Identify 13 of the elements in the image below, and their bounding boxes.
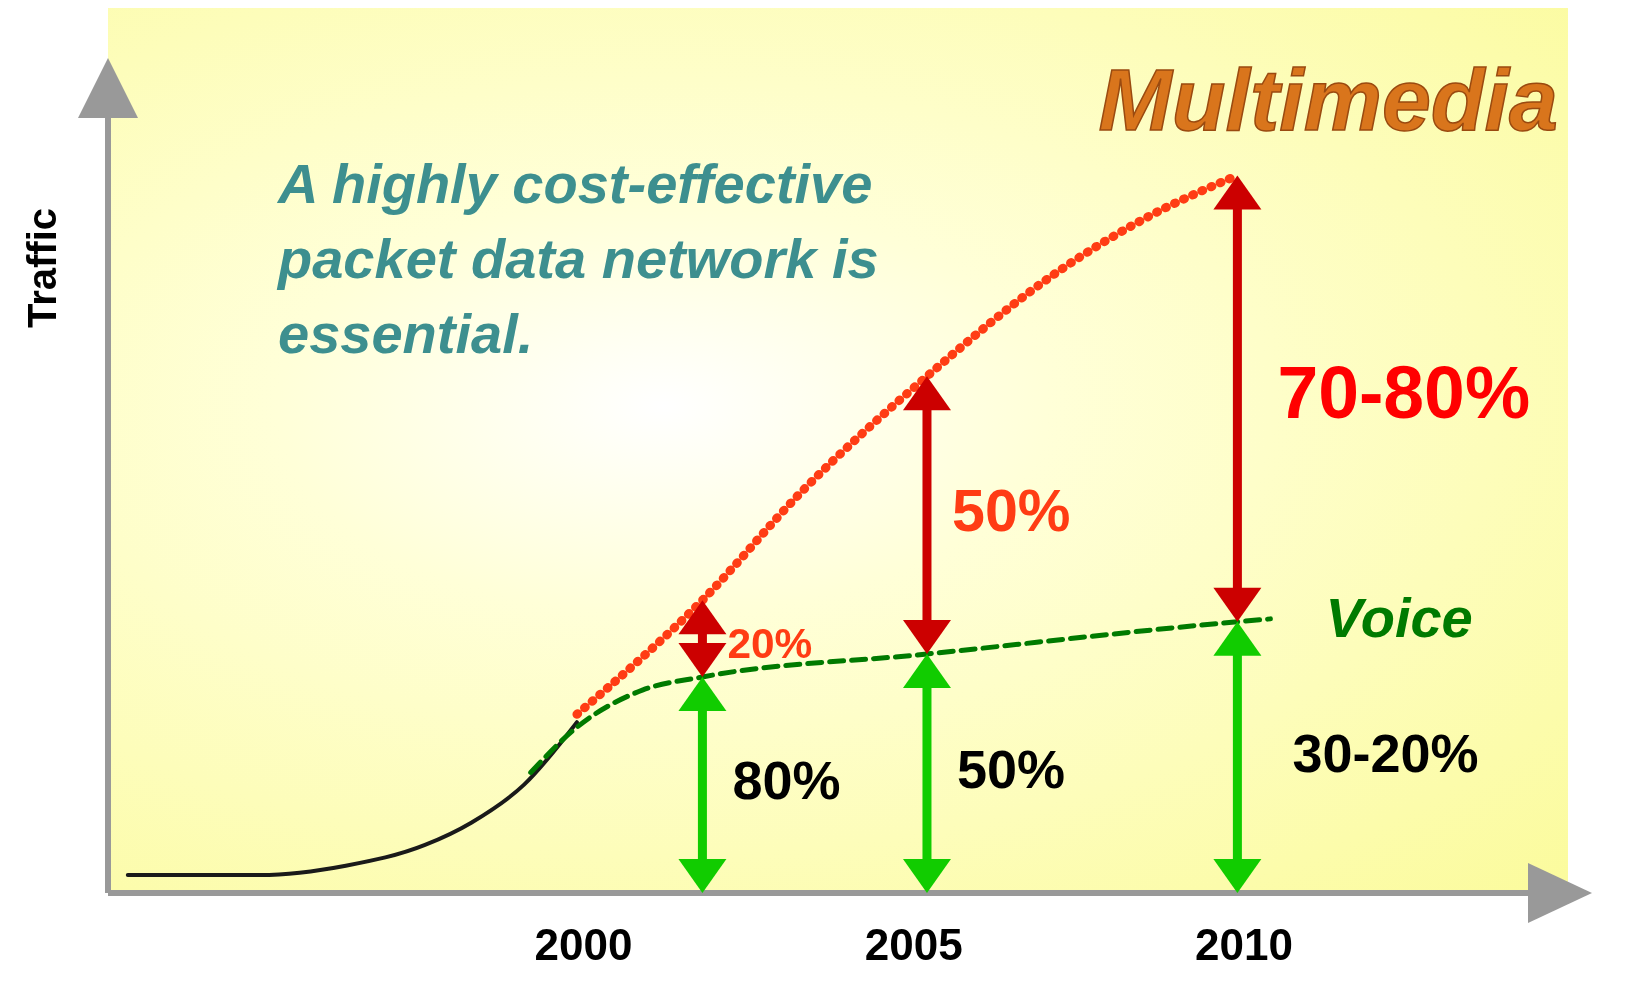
x-tick-label: 2010 [1195, 920, 1293, 970]
x-tick-label: 2005 [864, 920, 963, 970]
x-tick-label: 2000 [534, 920, 633, 970]
series-label: Multimedia [1098, 50, 1558, 150]
annotation: A highly cost-effective packet data network is essential. [276, 152, 879, 365]
y-axis-title: Traffic [20, 207, 64, 329]
annotation: 20% [727, 619, 813, 667]
annotation: 50% [951, 476, 1071, 544]
annotation: 80% [732, 750, 841, 811]
annotation: 30-20% [1292, 722, 1479, 783]
annotation: 50% [956, 738, 1066, 799]
annotation: 70-80% [1277, 351, 1531, 434]
series-label: Voice [1325, 585, 1473, 649]
